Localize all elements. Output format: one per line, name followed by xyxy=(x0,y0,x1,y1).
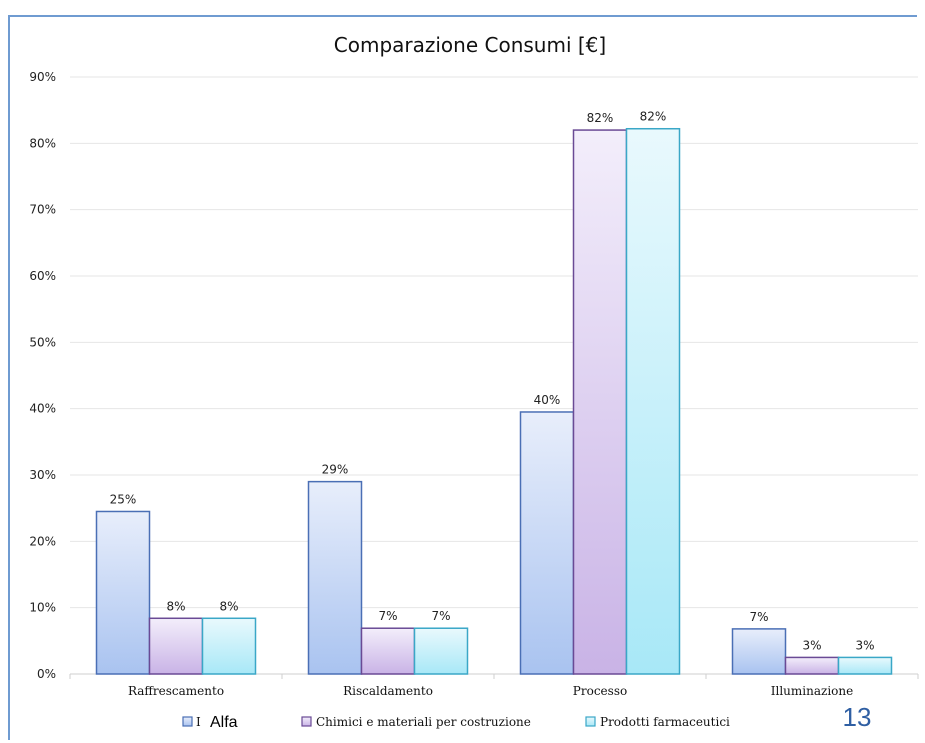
data-label: 7% xyxy=(749,610,768,624)
page-number: 13 xyxy=(843,702,872,732)
bar xyxy=(148,617,204,675)
category-labels: Raffrescamento Riscaldamento Processo Illum… xyxy=(128,684,853,698)
data-label: 40% xyxy=(534,393,561,407)
bar xyxy=(731,628,787,675)
category-label: Illuminazione xyxy=(771,684,853,698)
legend-swatch xyxy=(585,716,596,727)
data-label: 8% xyxy=(219,599,238,613)
bar xyxy=(572,129,628,675)
bar xyxy=(360,627,416,675)
bar xyxy=(837,656,893,675)
y-tick-label: 30% xyxy=(29,468,56,482)
y-tick-label: 40% xyxy=(29,402,56,416)
data-label: 8% xyxy=(166,599,185,613)
data-labels: 25% 8% 8% 29% 7% 7% 40% 82% 82% 7% 3% 3% xyxy=(110,110,875,653)
y-tick-label: 90% xyxy=(29,70,56,84)
bar xyxy=(625,127,681,675)
y-tick-label: 10% xyxy=(29,601,56,615)
data-label: 82% xyxy=(640,110,667,124)
y-axis-ticks: 0% 10% 20% 30% 40% 50% 60% 70% 80% 90% xyxy=(29,70,56,681)
y-tick-label: 70% xyxy=(29,203,56,217)
bar xyxy=(95,510,151,675)
legend-label: Alfa xyxy=(210,714,238,731)
y-tick-label: 0% xyxy=(37,667,56,681)
legend-label: Chimici e materiali per costruzione xyxy=(316,715,531,729)
y-tick-label: 50% xyxy=(29,335,56,349)
y-tick-label: 80% xyxy=(29,136,56,150)
data-label: 29% xyxy=(322,463,349,477)
gridlines xyxy=(69,76,919,679)
y-tick-label: 20% xyxy=(29,534,56,548)
data-label: 25% xyxy=(110,492,137,506)
data-label: 7% xyxy=(431,609,450,623)
bar xyxy=(307,480,363,675)
legend-swatch xyxy=(182,716,193,727)
chart-title: Comparazione Consumi [€] xyxy=(334,33,606,57)
chart-frame xyxy=(8,15,917,740)
data-label: 82% xyxy=(587,111,614,125)
bar xyxy=(784,656,840,675)
legend-label: Prodotti farmaceutici xyxy=(600,715,730,729)
legend-swatch xyxy=(301,716,312,727)
legend: I Alfa Chimici e materiali per costruzione… xyxy=(182,714,730,731)
y-tick-label: 60% xyxy=(29,269,56,283)
category-label: Riscaldamento xyxy=(343,684,433,698)
data-label: 3% xyxy=(802,638,821,652)
bar xyxy=(519,411,575,675)
bars xyxy=(95,127,893,675)
category-label: Raffrescamento xyxy=(128,684,224,698)
data-label: 7% xyxy=(378,609,397,623)
bar xyxy=(201,617,257,675)
bar xyxy=(413,627,469,675)
legend-prefix: I xyxy=(196,715,201,729)
category-label: Processo xyxy=(573,684,627,698)
data-label: 3% xyxy=(855,638,874,652)
